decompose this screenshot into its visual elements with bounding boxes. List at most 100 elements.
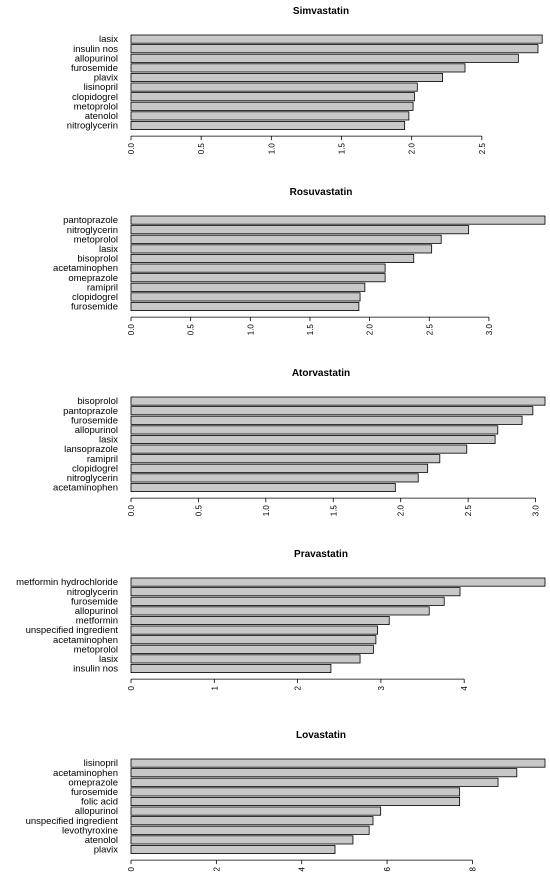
- category-label: clopidogrel: [72, 92, 118, 103]
- bar: [130, 434, 496, 444]
- category-label: lasix: [99, 34, 118, 45]
- bar: [130, 587, 461, 597]
- category-label: insulin nos: [73, 44, 118, 55]
- bar: [130, 111, 410, 121]
- x-tick-label: 1.5: [329, 505, 338, 517]
- bar: [130, 635, 377, 645]
- bar: [130, 425, 499, 435]
- category-label: insulin nos: [73, 664, 118, 675]
- x-tick-label: 0.5: [197, 143, 206, 155]
- category-label: omeprazole: [68, 273, 118, 284]
- bar: [130, 415, 523, 425]
- bar: [130, 463, 429, 473]
- x-tick-label: 3.0: [532, 505, 541, 517]
- bar: [130, 596, 445, 606]
- bar: [130, 664, 332, 674]
- category-label: atenolol: [85, 111, 118, 122]
- bar: [130, 244, 433, 254]
- bar: [130, 101, 414, 111]
- category-label: nitroglycerin: [67, 473, 118, 484]
- bar: [130, 606, 430, 616]
- category-label: metoprolol: [74, 234, 118, 245]
- bar: [130, 121, 406, 131]
- category-label: furosemide: [71, 63, 118, 74]
- bar: [130, 577, 546, 587]
- x-tick-label: 2.5: [464, 505, 473, 517]
- bar: [130, 282, 366, 292]
- x-tick-label: 1: [210, 686, 219, 691]
- x-tick-label: 0.0: [127, 143, 136, 155]
- x-tick-label: 2.5: [478, 143, 487, 155]
- category-label: folic acid: [81, 797, 118, 808]
- category-label: plavix: [94, 845, 119, 856]
- bar: [130, 234, 442, 244]
- category-label: furosemide: [71, 787, 118, 798]
- category-label: metoprolol: [74, 101, 118, 112]
- category-label: metformin hydrochloride: [16, 577, 118, 588]
- x-tick-label: 4: [460, 686, 469, 691]
- x-tick-label: 3.0: [485, 324, 494, 336]
- bar: [130, 644, 374, 654]
- bar: [130, 82, 418, 92]
- bar: [130, 816, 374, 826]
- chart-panel: Atorvastatin bisoprololpantoprazolefurose…: [53, 368, 546, 517]
- category-label: nitroglycerin: [67, 225, 118, 236]
- bar: [130, 835, 354, 845]
- category-label: ramipril: [87, 454, 118, 465]
- bar: [130, 406, 534, 416]
- bar: [130, 63, 466, 73]
- category-label: unspecified ingredient: [26, 816, 119, 827]
- x-tick-label: 0.5: [194, 505, 203, 517]
- category-label: allopurinol: [75, 425, 118, 436]
- x-tick-label: 2.5: [425, 324, 434, 336]
- category-label: atenolol: [85, 835, 118, 846]
- chart-title: Rosuvastatin: [290, 187, 353, 198]
- category-label: acetaminophen: [53, 263, 118, 274]
- bar: [130, 625, 378, 635]
- x-tick-label: 0: [127, 867, 136, 872]
- category-label: metformin: [76, 616, 118, 627]
- category-label: plavix: [94, 73, 119, 84]
- bar: [130, 616, 390, 626]
- bar: [130, 225, 470, 235]
- chart-title: Atorvastatin: [292, 368, 350, 379]
- bar: [130, 396, 546, 406]
- chart-title: Simvastatin: [293, 6, 349, 17]
- bar: [130, 73, 443, 83]
- bar: [130, 768, 518, 778]
- category-label: furosemide: [71, 596, 118, 607]
- bar: [130, 263, 386, 273]
- bar: [130, 44, 539, 54]
- x-tick-label: 2.0: [366, 324, 375, 336]
- category-label: acetaminophen: [53, 483, 118, 494]
- bar: [130, 797, 461, 807]
- bar: [130, 253, 415, 263]
- category-label: allopurinol: [75, 806, 118, 817]
- x-tick-label: 1.0: [262, 505, 271, 517]
- x-tick-label: 3: [377, 686, 386, 691]
- x-tick-label: 2: [212, 867, 221, 872]
- x-tick-label: 1.0: [246, 324, 255, 336]
- category-label: pantoprazole: [63, 215, 118, 226]
- bar: [130, 758, 546, 768]
- category-label: ramipril: [87, 282, 118, 293]
- bar: [130, 53, 519, 63]
- x-tick-label: 2.0: [397, 505, 406, 517]
- x-tick-label: 6: [383, 867, 392, 872]
- chart-title: Pravastatin: [294, 549, 348, 560]
- bar: [130, 215, 546, 225]
- category-label: unspecified ingredient: [26, 625, 119, 636]
- category-label: acetaminophen: [53, 635, 118, 646]
- x-tick-label: 0.5: [187, 324, 196, 336]
- category-label: acetaminophen: [53, 768, 118, 779]
- category-label: clopidogrel: [72, 292, 118, 303]
- bar: [130, 777, 499, 787]
- bar: [130, 654, 361, 664]
- x-tick-label: 0: [127, 686, 136, 691]
- bar: [130, 473, 419, 483]
- chart-panel: Pravastatin metformin hydrochloridenitrog…: [16, 549, 546, 691]
- chart-title: Lovastatin: [296, 730, 346, 741]
